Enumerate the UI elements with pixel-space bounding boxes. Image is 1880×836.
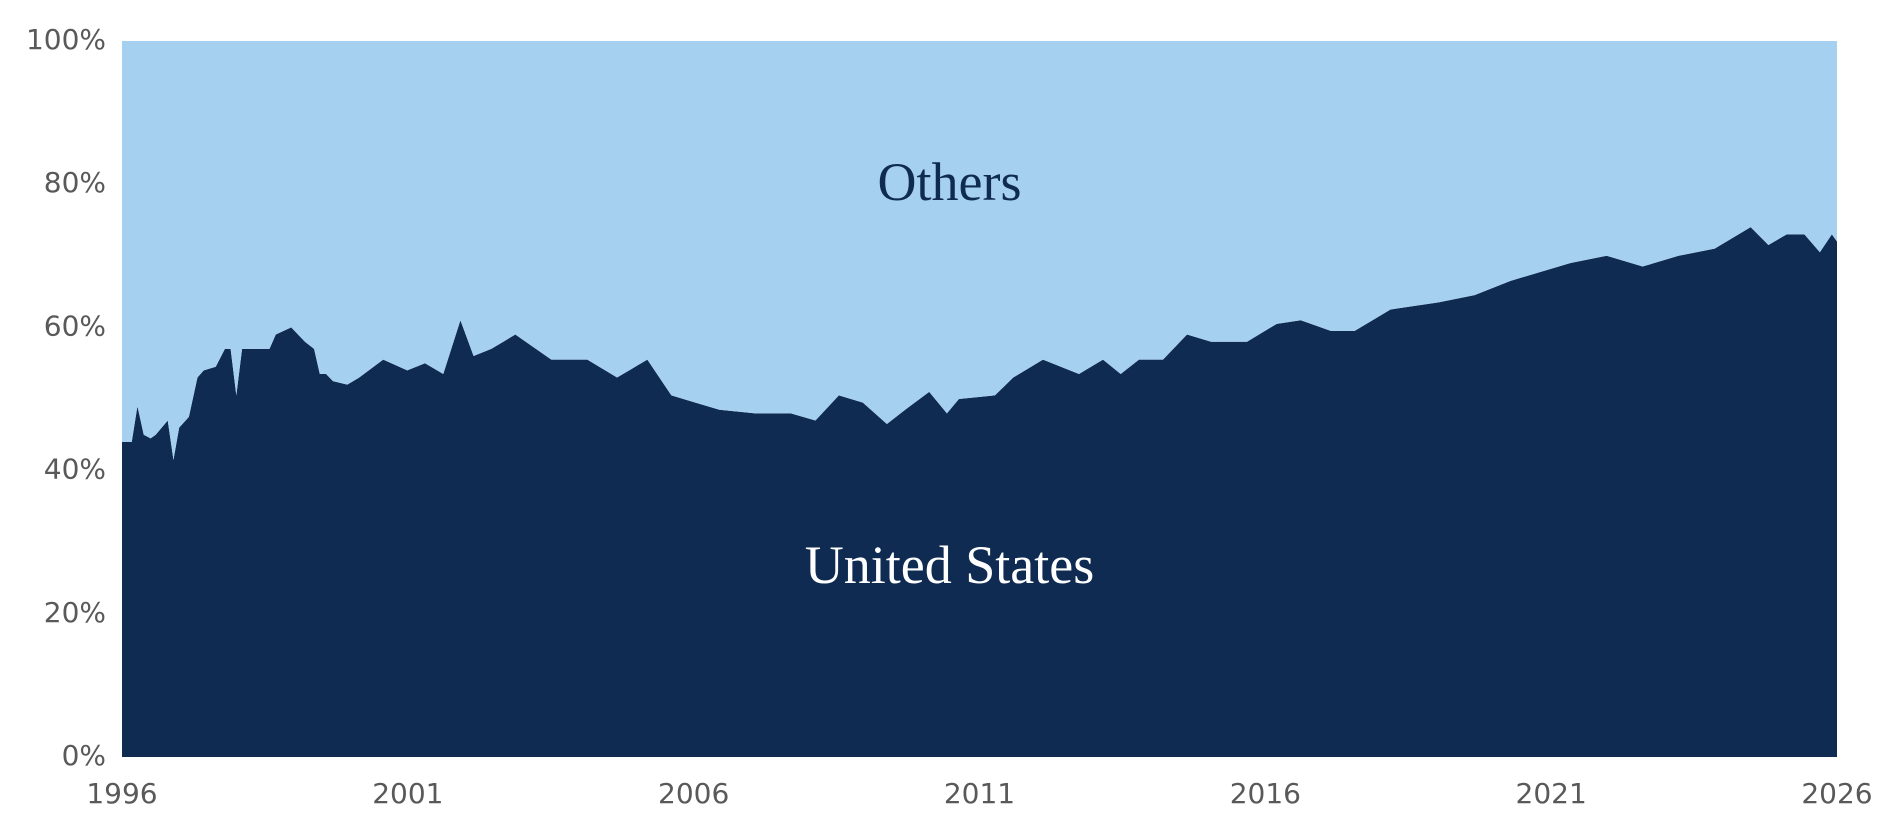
y-tick-label: 80%: [44, 166, 106, 199]
y-tick-label: 100%: [26, 23, 106, 56]
x-tick-label: 2026: [1801, 777, 1872, 810]
y-tick-label: 60%: [44, 309, 106, 342]
series-label: United States: [805, 535, 1094, 595]
x-tick-label: 2016: [1230, 777, 1301, 810]
x-tick-label: 1996: [86, 777, 157, 810]
x-tick-label: 2011: [944, 777, 1015, 810]
y-tick-label: 20%: [44, 596, 106, 629]
x-tick-label: 2001: [372, 777, 443, 810]
series-label: Others: [878, 152, 1022, 212]
y-tick-label: 40%: [44, 453, 106, 486]
area: [122, 227, 1837, 757]
x-tick-label: 2006: [658, 777, 729, 810]
x-tick-label: 2021: [1516, 777, 1587, 810]
y-tick-label: 0%: [62, 739, 106, 772]
area: [122, 41, 1837, 460]
